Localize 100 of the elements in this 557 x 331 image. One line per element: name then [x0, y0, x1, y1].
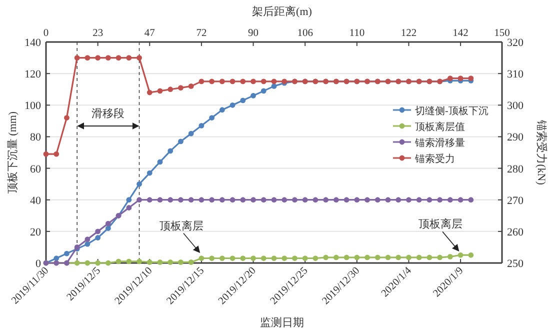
point — [447, 254, 453, 260]
point — [437, 197, 443, 203]
point — [54, 256, 60, 261]
point — [426, 254, 432, 260]
point — [354, 254, 360, 260]
point — [178, 85, 184, 90]
point — [105, 226, 111, 231]
point — [198, 256, 204, 261]
point — [385, 254, 391, 260]
point — [416, 197, 422, 203]
point — [198, 78, 204, 84]
point — [374, 197, 380, 203]
point — [74, 55, 80, 60]
point — [312, 197, 318, 203]
point — [209, 256, 215, 261]
x2-tick-label: 106 — [297, 28, 313, 39]
point — [64, 115, 70, 120]
x2-tick-label: 122 — [400, 28, 417, 39]
point — [250, 92, 256, 98]
point — [416, 254, 422, 260]
point — [250, 197, 256, 203]
y-tick-label: 60 — [30, 163, 42, 176]
point — [282, 256, 288, 261]
y-tick-label: 140 — [24, 37, 42, 49]
point — [364, 197, 370, 203]
y-axis-title: 顶板下沉量 (mm) — [7, 111, 19, 194]
y-tick-label: 120 — [24, 68, 42, 81]
y2-tick-label: 300 — [507, 100, 524, 112]
point — [157, 260, 163, 265]
point — [126, 55, 132, 60]
point — [240, 78, 246, 84]
point — [198, 197, 204, 203]
point — [240, 256, 246, 261]
point — [157, 159, 163, 165]
point — [157, 88, 163, 94]
point — [136, 197, 142, 203]
point — [260, 78, 266, 84]
point — [312, 256, 318, 261]
x2-tick-label: 110 — [349, 28, 365, 39]
point — [385, 197, 391, 203]
point — [146, 197, 152, 203]
point — [105, 55, 111, 60]
legend-label: 切缝侧-顶板下沉 — [415, 105, 488, 117]
point — [437, 254, 443, 260]
point — [426, 197, 432, 203]
point — [260, 197, 266, 203]
point — [230, 102, 236, 108]
point — [374, 254, 380, 260]
point — [116, 55, 122, 60]
y2-axis-title: 锚索受力(kN) — [535, 119, 548, 186]
annotation: 滑移段 — [92, 108, 125, 120]
point — [447, 197, 453, 203]
point — [250, 78, 256, 84]
point — [354, 197, 360, 203]
point — [219, 107, 225, 113]
point — [126, 197, 132, 203]
y-tick-label: 80 — [30, 132, 42, 144]
point — [116, 258, 122, 264]
y2-tick-label: 290 — [507, 132, 524, 144]
point — [157, 197, 163, 203]
y2-tick-label: 280 — [507, 163, 524, 176]
point — [95, 260, 101, 266]
x2-tick-label: 150 — [494, 28, 510, 39]
point — [136, 55, 142, 60]
point — [271, 84, 277, 89]
point — [209, 197, 215, 203]
y2-tick-label: 320 — [507, 37, 524, 49]
y-tick-label: 20 — [30, 226, 42, 238]
x-axis-title: 监测日期 — [260, 317, 304, 329]
point — [271, 78, 277, 84]
point — [178, 260, 184, 265]
annotation: 顶板离层 — [159, 219, 204, 232]
point — [406, 197, 412, 203]
y2-tick-label: 270 — [507, 194, 524, 207]
point — [250, 256, 256, 261]
point — [105, 220, 111, 226]
y2-tick-label: 310 — [507, 68, 524, 81]
point — [468, 252, 474, 258]
point — [105, 260, 111, 266]
point — [396, 197, 402, 203]
point — [458, 197, 464, 203]
legend-label: 锚索滑移量 — [414, 137, 465, 149]
point — [84, 55, 90, 60]
x2-tick-label: 142 — [452, 28, 468, 39]
point — [146, 260, 152, 265]
point — [188, 130, 194, 136]
point — [344, 197, 350, 203]
point — [168, 148, 174, 154]
x2-tick-label: 47 — [144, 28, 155, 39]
y2-tick-label: 260 — [507, 226, 524, 238]
y-tick-label: 100 — [24, 100, 42, 112]
point — [230, 78, 236, 84]
point — [323, 254, 329, 260]
point — [271, 256, 277, 261]
point — [136, 181, 142, 187]
point — [219, 78, 225, 84]
point — [54, 151, 60, 157]
x2-axis-title: 架后距离(m) — [252, 5, 312, 18]
point — [406, 254, 412, 260]
point — [136, 258, 142, 264]
